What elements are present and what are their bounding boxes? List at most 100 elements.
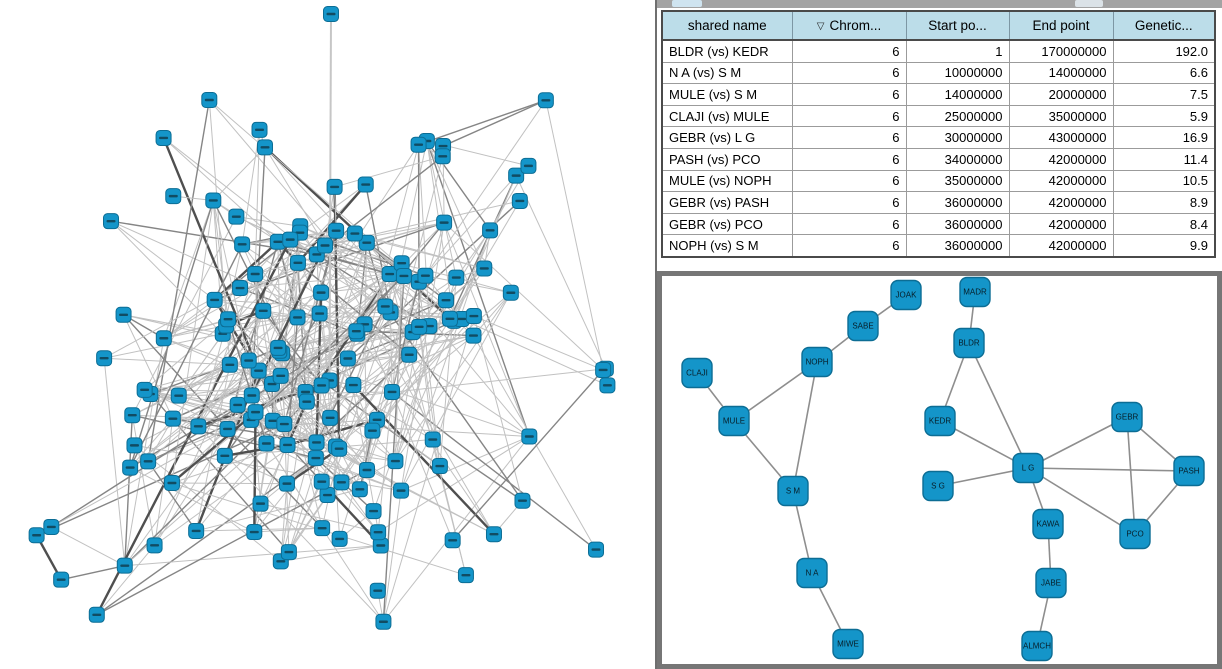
network-edge[interactable] [377,275,405,533]
table-row[interactable]: N A (vs) S M 6 10000000 14000000 6.6 [661,61,1216,85]
table-cell[interactable]: 6 [791,212,907,236]
network-edge[interactable] [131,415,156,546]
network-node[interactable] [255,302,272,319]
table-row[interactable]: BLDR (vs) KEDR 6 1 170000000 192.0 [661,39,1216,63]
network-edge[interactable] [328,13,332,381]
network-node[interactable] [272,367,289,384]
network-node[interactable] [258,435,275,452]
network-edge[interactable] [51,526,126,567]
network-edge[interactable] [382,490,402,622]
network-edge[interactable] [418,99,547,146]
network-edge[interactable] [227,318,268,444]
network-node[interactable] [216,447,233,464]
network-node[interactable] [136,381,153,398]
network-edge[interactable] [382,275,405,622]
network-edge[interactable] [306,368,606,403]
table-cell[interactable]: 6 [791,191,907,214]
table-cell[interactable]: 36000000 [905,234,1010,258]
network-edge[interactable] [262,233,356,312]
network-edge[interactable] [371,156,444,431]
node-shape[interactable] [847,310,879,342]
network-edge[interactable] [163,318,229,339]
network-edge[interactable] [61,564,125,581]
network-node[interactable] [188,522,205,539]
table-cell[interactable]: 6 [791,83,907,106]
network-edge[interactable] [96,545,155,616]
network-edge[interactable] [171,482,287,485]
table-cell[interactable]: 1 [905,39,1010,63]
network-node[interactable] [53,571,70,588]
node-s-g[interactable]: S G [922,470,954,502]
network-node[interactable] [219,420,236,437]
table-cell[interactable]: 36000000 [905,191,1010,214]
network-edge[interactable] [341,268,485,483]
node-shape[interactable] [1173,455,1205,487]
table-cell[interactable]: NOPH (vs) S M [661,234,793,258]
network-edge[interactable] [324,245,495,535]
node-shape[interactable] [890,279,922,311]
network-node[interactable] [314,520,331,537]
table-cell[interactable]: 6 [791,147,907,171]
table-cell[interactable]: 5.9 [1112,104,1216,128]
node-n-a[interactable]: N A [796,557,828,589]
table-row[interactable]: MULE (vs) NOPH 6 35000000 42000000 10.5 [661,169,1216,193]
node-mule[interactable]: MULE [718,405,750,437]
network-edge[interactable] [147,99,210,462]
table-cell[interactable]: BLDR (vs) KEDR [661,39,793,63]
network-edge[interactable] [266,273,391,444]
node-pco[interactable]: PCO [1119,518,1151,550]
network-edge[interactable] [264,147,326,246]
network-edge[interactable] [425,100,547,277]
edge-l-g-pash[interactable] [1027,467,1190,472]
network-edge[interactable] [389,273,467,576]
network-edge[interactable] [456,277,511,294]
network-node[interactable] [126,437,143,454]
network-edge[interactable] [283,230,337,425]
network-edge[interactable] [394,300,447,462]
network-node[interactable] [251,121,268,138]
network-edge[interactable] [154,418,174,546]
network-edge[interactable] [240,273,390,289]
network-edge[interactable] [51,428,228,528]
network-node[interactable] [482,222,499,239]
network-node[interactable] [588,541,605,558]
table-cell[interactable]: GEBR (vs) L G [661,126,793,149]
edge-bldr-l-g[interactable] [968,342,1029,469]
table-cell[interactable]: 10000000 [905,61,1010,85]
network-node[interactable] [417,267,434,284]
network-node[interactable] [252,495,269,512]
network-edge[interactable] [288,481,323,553]
network-node[interactable] [364,422,381,439]
network-edge[interactable] [212,200,229,320]
network-node[interactable] [165,188,182,205]
node-shape[interactable] [796,557,828,589]
network-edge[interactable] [260,444,288,504]
network-node[interactable] [377,298,394,315]
network-edge[interactable] [163,200,214,339]
network-node[interactable] [375,613,392,630]
network-node[interactable] [220,311,237,328]
main-network-view[interactable] [0,0,654,669]
network-node[interactable] [232,280,249,297]
table-cell[interactable]: 192.0 [1112,39,1216,63]
horizontal-scrollbar[interactable] [657,0,1222,8]
network-node[interactable] [115,306,132,323]
node-shape[interactable] [681,357,713,389]
network-node[interactable] [331,530,348,547]
network-node[interactable] [164,410,181,427]
network-edge[interactable] [271,383,402,492]
network-node[interactable] [331,440,348,457]
network-node[interactable] [393,482,410,499]
network-edge[interactable] [250,275,405,421]
network-edge[interactable] [334,155,443,188]
network-node[interactable] [298,393,315,410]
network-edge[interactable] [236,216,301,227]
table-cell[interactable]: 35000000 [905,169,1010,193]
table-cell[interactable]: 6.6 [1112,61,1216,85]
network-node[interactable] [201,92,218,108]
network-node[interactable] [280,544,297,561]
network-node[interactable] [221,356,238,373]
node-shape[interactable] [801,346,833,378]
network-edge[interactable] [253,331,414,533]
network-edge[interactable] [250,222,445,421]
